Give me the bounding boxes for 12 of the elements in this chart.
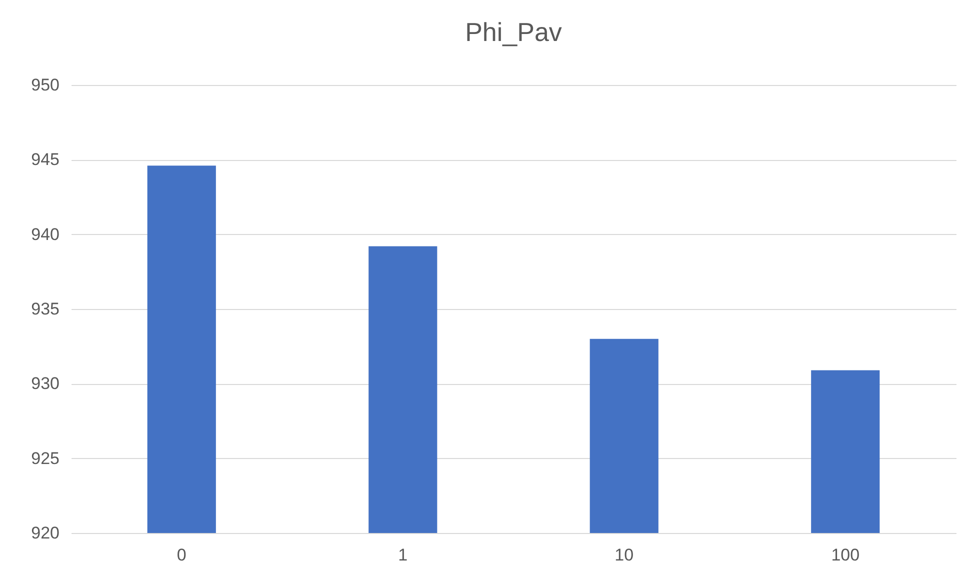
y-tick-label: 940 xyxy=(31,224,60,244)
y-tick-label: 925 xyxy=(31,448,60,468)
x-tick-label: 0 xyxy=(176,546,186,564)
y-tick-label: 935 xyxy=(31,300,60,318)
y-tick-label: 930 xyxy=(31,374,60,394)
x-tick-label: 10 xyxy=(614,546,634,564)
x-tick-label: 100 xyxy=(831,546,860,564)
y-tick-label: 945 xyxy=(31,150,60,170)
x-tick-label: 1 xyxy=(398,546,408,564)
chart-title: Phi_Pav xyxy=(465,17,562,47)
y-tick-label: 950 xyxy=(31,76,60,94)
y-tick-label: 920 xyxy=(31,524,60,542)
